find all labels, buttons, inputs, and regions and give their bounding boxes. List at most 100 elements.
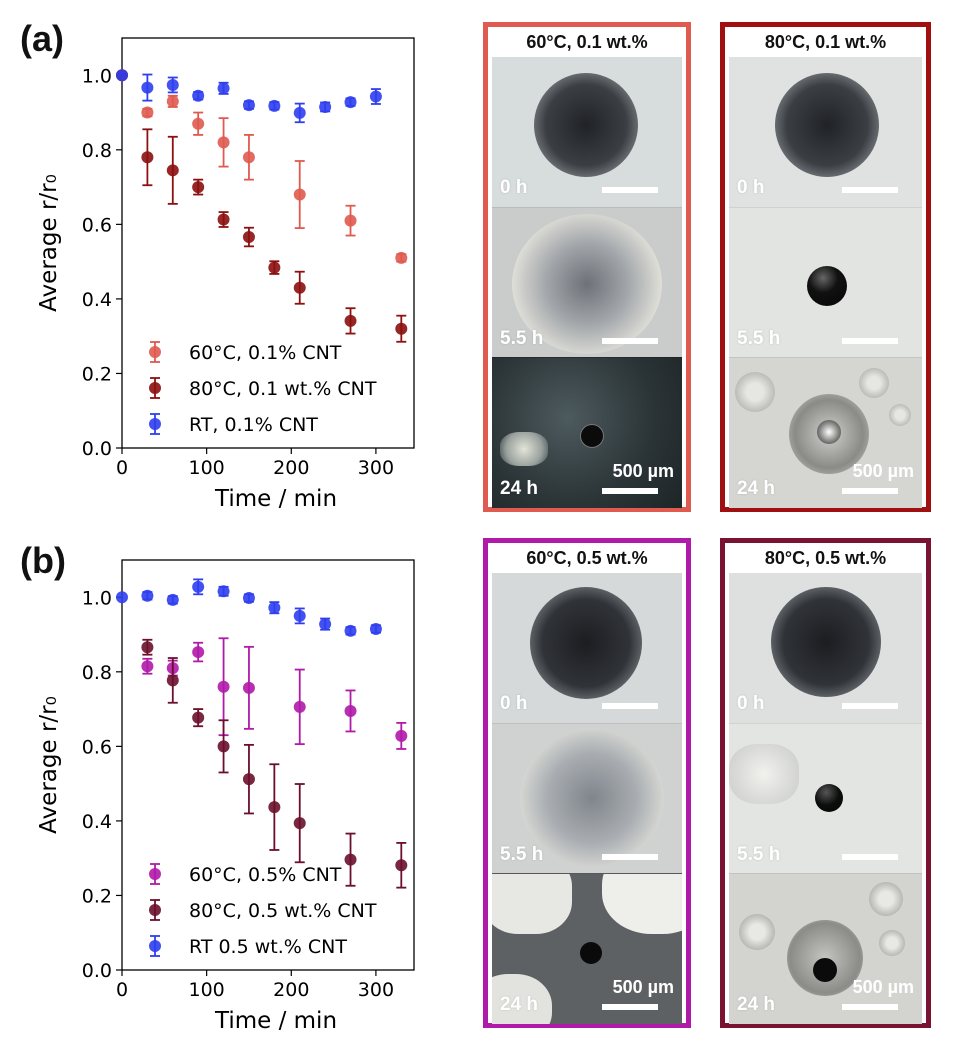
- droplet-cluster: [729, 744, 799, 804]
- time-label: 5.5 h: [737, 328, 781, 349]
- legend-label: RT 0.5 wt.% CNT: [189, 936, 347, 958]
- data-point: [217, 585, 230, 598]
- data-point: [166, 78, 179, 91]
- data-point: [242, 773, 255, 786]
- photo-title: 60°C, 0.1 wt.%: [526, 32, 648, 52]
- data-point: [242, 592, 255, 605]
- time-label: 0 h: [737, 177, 765, 198]
- micro-frame-24h: 500 µm 24 h: [729, 357, 922, 508]
- data-point: [242, 681, 255, 694]
- data-point: [217, 82, 230, 95]
- panel-b-letter: (b): [20, 540, 66, 581]
- residual-droplet: [580, 942, 602, 964]
- data-point: [395, 322, 408, 335]
- data-point: [166, 593, 179, 606]
- scale-bar: [842, 488, 898, 494]
- data-point: [192, 580, 205, 593]
- time-label: 5.5 h: [500, 844, 544, 865]
- x-axis-label: Time / min: [214, 486, 337, 512]
- data-point: [192, 181, 205, 194]
- photo-title: 80°C, 0.1 wt.%: [764, 32, 887, 52]
- data-point: [141, 589, 154, 602]
- y-axis-label: Average r/r₀: [36, 696, 62, 834]
- y-tick-label: 1.0: [82, 587, 112, 609]
- micro-frame-24h: 500 µm 24 h: [492, 873, 682, 1024]
- data-point: [344, 704, 357, 717]
- plot-frame: [121, 559, 415, 971]
- time-label: 24 h: [500, 478, 539, 499]
- x-tick-label: 200: [273, 979, 309, 1001]
- crystal-patch: [492, 874, 572, 934]
- time-label: 5.5 h: [500, 328, 544, 349]
- data-point: [192, 89, 205, 102]
- bubble: [739, 914, 775, 950]
- micro-frame-5-5h: 5.5 h: [729, 723, 922, 874]
- bubble: [889, 404, 911, 426]
- scale-bar: [842, 187, 898, 193]
- scale-bar: [602, 703, 658, 709]
- data-point: [116, 591, 128, 604]
- micro-frame-0h: 0 h: [492, 573, 682, 723]
- bubble: [735, 372, 775, 412]
- scale-label: 500 µm: [612, 977, 674, 997]
- photo-column-b-60c: 60°C, 0.5 wt.% 0 h 5.5 h 500 µm 24 h: [483, 538, 691, 1028]
- photo-title: 60°C, 0.5 wt.%: [526, 548, 648, 568]
- legend-marker: [149, 346, 161, 358]
- scale-bar: [842, 1004, 898, 1010]
- scale-bar: [842, 854, 898, 860]
- legend-label: 80°C, 0.1 wt.% CNT: [189, 378, 377, 400]
- time-label: 0 h: [500, 177, 528, 198]
- data-point: [141, 106, 154, 119]
- data-point: [344, 214, 357, 227]
- data-point: [268, 261, 281, 274]
- micro-frame-0h: 0 h: [729, 57, 922, 207]
- scale-bar: [602, 854, 658, 860]
- condensed-droplet: [807, 266, 847, 306]
- y-tick-label: 1.0: [82, 65, 112, 87]
- data-point: [141, 151, 154, 164]
- legend-label: RT, 0.1% CNT: [189, 414, 318, 436]
- data-point: [395, 859, 408, 872]
- y-tick-label: 0.6: [82, 214, 112, 236]
- scale-bar: [602, 338, 658, 344]
- data-point: [166, 674, 179, 687]
- y-tick-label: 0.6: [82, 736, 112, 758]
- data-point: [369, 622, 382, 635]
- bubble: [879, 930, 905, 956]
- legend-marker: [149, 868, 161, 880]
- y-tick-label: 0.8: [82, 662, 112, 684]
- data-point: [141, 641, 154, 654]
- data-point: [395, 251, 408, 264]
- data-point: [293, 106, 306, 119]
- data-point: [344, 96, 357, 109]
- panel-a-letter: (a): [20, 18, 64, 59]
- cnt-droplet: [534, 73, 638, 177]
- data-point: [166, 164, 179, 177]
- data-point: [319, 618, 332, 631]
- micro-frame-24h: 500 µm 24 h: [492, 357, 682, 508]
- micro-frame-0h: 0 h: [729, 573, 922, 723]
- y-tick-label: 0.4: [82, 289, 112, 311]
- data-point: [268, 99, 281, 112]
- data-point: [293, 700, 306, 713]
- y-tick-label: 0.4: [82, 811, 112, 833]
- micro-frame-0h: 0 h: [492, 57, 682, 207]
- scale-label: 500 µm: [852, 977, 914, 997]
- data-point: [217, 136, 230, 149]
- legend-label: 60°C, 0.1% CNT: [189, 342, 342, 364]
- y-tick-label: 0.2: [82, 885, 112, 907]
- x-tick-label: 200: [273, 457, 309, 479]
- crystal-debris: [500, 432, 548, 466]
- photo-column-a-80c: 80°C, 0.1 wt.% 0 h 5.5 h 500 µm 24 h: [720, 22, 931, 512]
- data-point: [141, 81, 154, 94]
- condensed-droplet: [815, 784, 843, 812]
- legend-label: 80°C, 0.5 wt.% CNT: [189, 900, 377, 922]
- scale-bar: [602, 187, 658, 193]
- plot-frame: [121, 37, 415, 449]
- legend-marker: [149, 418, 161, 430]
- micro-frame-24h: 500 µm 24 h: [729, 873, 922, 1024]
- micro-frame-5-5h: 5.5 h: [492, 207, 682, 358]
- time-label: 24 h: [737, 994, 776, 1015]
- data-point: [242, 151, 255, 164]
- data-point: [217, 680, 230, 693]
